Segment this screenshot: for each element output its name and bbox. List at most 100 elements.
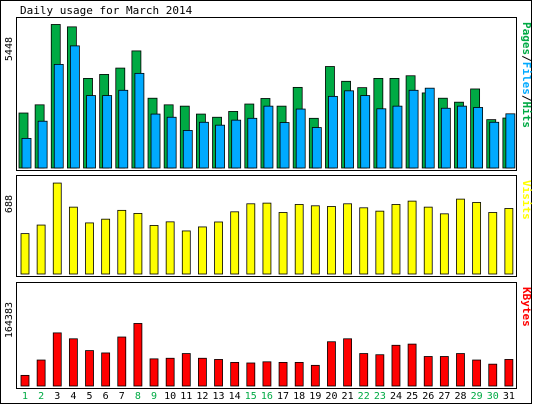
kbytes-bar-21 <box>343 338 352 387</box>
x-label-8: 8 <box>135 391 141 402</box>
kbytes-bar-4 <box>68 338 78 387</box>
visits-bar-11 <box>181 230 191 275</box>
hits-bar-28-s1 <box>457 105 467 169</box>
hits-bar-9-s1 <box>150 113 161 169</box>
x-label-6: 6 <box>103 391 109 402</box>
hits-bar-30-s1 <box>489 121 500 169</box>
kbytes-bar-3 <box>52 332 62 387</box>
hits-bar-29-s1 <box>473 107 484 169</box>
hits-bar-3-s1 <box>53 63 64 169</box>
hits-legend-item-2: Files <box>520 62 533 95</box>
hits-bar-7-s1 <box>118 89 129 169</box>
kbytes-bar-17 <box>278 361 288 387</box>
visits-bar-23 <box>375 210 385 275</box>
visits-bar-25 <box>407 200 417 275</box>
hits-bar-19-s1 <box>311 127 322 169</box>
kbytes-bar-14 <box>230 361 240 387</box>
x-label-4: 4 <box>70 391 76 402</box>
visits-bar-17 <box>278 212 288 275</box>
visits-bar-14 <box>230 211 240 275</box>
x-axis-day-labels: 1 2 3 4 5 6 7 8 9 10 11 12 13 14 15 16 17 18 19 20 21 22 23 24 2… <box>22 391 515 402</box>
x-label-26: 26 <box>422 391 434 402</box>
hits-bar-12-s1 <box>199 121 209 169</box>
visits-bar-20 <box>327 206 336 275</box>
kbytes-legend: KBytes <box>520 287 533 327</box>
hits-bar-16-s1 <box>263 105 274 169</box>
chart-panels: 5448 Pages/Files/Hits 688 Visits 164383 KByte… <box>4 17 533 389</box>
x-label-14: 14 <box>229 391 241 402</box>
kbytes-bar-24 <box>391 344 401 387</box>
hits-bar-11-s1 <box>182 130 193 169</box>
visits-bar-27 <box>439 213 449 275</box>
kbytes-bar-22 <box>359 353 369 387</box>
visits-bar-10 <box>165 221 175 275</box>
visits-bar-31 <box>504 208 514 275</box>
x-label-24: 24 <box>390 391 402 402</box>
visits-bar-9 <box>149 225 159 275</box>
visits-bar-13 <box>214 221 223 275</box>
visits-bar-21 <box>343 203 352 275</box>
kbytes-bar-26 <box>423 356 433 387</box>
x-label-25: 25 <box>406 391 418 402</box>
x-label-10: 10 <box>164 391 176 402</box>
visits-bar-7 <box>117 209 127 275</box>
visits-legend-item-0: Visits <box>520 180 533 220</box>
visits-bar-8 <box>133 213 143 275</box>
hits-bar-26-s1 <box>424 87 435 169</box>
visits-bar-24 <box>391 204 401 275</box>
x-label-18: 18 <box>293 391 305 402</box>
hits-bar-20-s1 <box>328 95 338 169</box>
x-label-17: 17 <box>277 391 289 402</box>
x-label-16: 16 <box>261 391 273 402</box>
x-label-13: 13 <box>213 391 225 402</box>
panel-visits: 688 Visits <box>4 175 533 277</box>
kbytes-bar-10 <box>165 357 175 387</box>
x-label-1: 1 <box>22 391 28 402</box>
kbytes-bar-28 <box>456 353 465 387</box>
kbytes-bar-25 <box>407 343 417 387</box>
kbytes-bar-6 <box>101 352 111 387</box>
kbytes-bar-16 <box>262 361 272 387</box>
x-label-5: 5 <box>87 391 93 402</box>
visits-bar-18 <box>294 204 304 275</box>
x-label-9: 9 <box>151 391 157 402</box>
hits-bar-18-s1 <box>295 108 306 169</box>
x-label-15: 15 <box>245 391 257 402</box>
hits-bar-1-s1 <box>21 137 32 169</box>
hits-bar-13-s1 <box>215 124 225 169</box>
visits-bar-22 <box>359 207 369 275</box>
panel-hits: 5448 Pages/Files/Hits <box>4 17 533 171</box>
visits-bar-19 <box>310 205 320 275</box>
kbytes-bar-31 <box>504 359 514 387</box>
hits-legend: Pages/Files/Hits <box>520 22 533 128</box>
visits-bar-29 <box>472 202 482 275</box>
hits-legend-item-3: / <box>520 95 533 102</box>
x-label-31: 31 <box>503 391 515 402</box>
visits-bar-1 <box>20 233 30 275</box>
hits-bar-8-s1 <box>134 72 145 169</box>
hits-bar-10-s1 <box>166 116 177 169</box>
kbytes-bar-12 <box>198 357 207 387</box>
kbytes-bar-9 <box>149 358 159 387</box>
kbytes-ymax-label: 164383 <box>4 302 15 338</box>
x-label-30: 30 <box>487 391 499 402</box>
hits-bar-27-s1 <box>440 107 451 169</box>
hits-bar-2-s1 <box>37 120 48 169</box>
visits-bar-4 <box>68 206 78 275</box>
visits-bar-16 <box>262 202 272 275</box>
kbytes-bar-20 <box>327 341 336 387</box>
kbytes-bar-8 <box>133 323 143 387</box>
hits-bar-31-s1 <box>505 113 516 169</box>
kbytes-bar-19 <box>310 364 320 387</box>
kbytes-bar-15 <box>246 362 256 387</box>
hits-bar-14-s1 <box>231 119 242 169</box>
chart-title: Daily usage for March 2014 <box>20 4 193 17</box>
kbytes-bar-23 <box>375 354 385 387</box>
kbytes-bar-11 <box>181 353 191 387</box>
visits-ymax-label: 688 <box>4 195 15 213</box>
visits-legend: Visits <box>520 180 533 220</box>
hits-bar-21-s1 <box>344 90 354 169</box>
x-label-20: 20 <box>325 391 337 402</box>
